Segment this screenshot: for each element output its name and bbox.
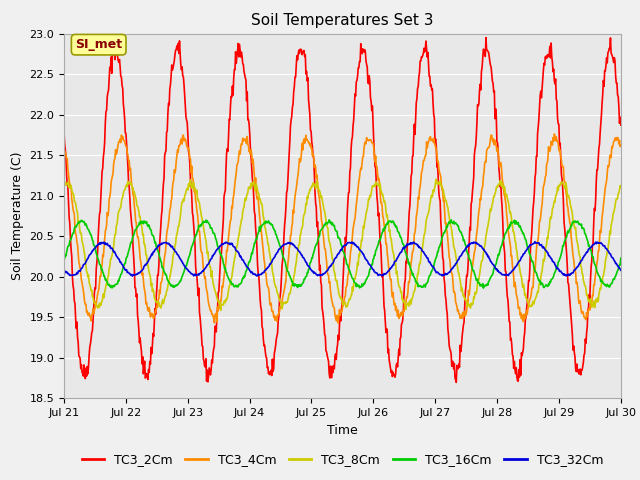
- Legend: TC3_2Cm, TC3_4Cm, TC3_8Cm, TC3_16Cm, TC3_32Cm: TC3_2Cm, TC3_4Cm, TC3_8Cm, TC3_16Cm, TC3…: [77, 448, 608, 471]
- X-axis label: Time: Time: [327, 424, 358, 437]
- Y-axis label: Soil Temperature (C): Soil Temperature (C): [11, 152, 24, 280]
- Title: Soil Temperatures Set 3: Soil Temperatures Set 3: [251, 13, 434, 28]
- Text: SI_met: SI_met: [75, 38, 122, 51]
